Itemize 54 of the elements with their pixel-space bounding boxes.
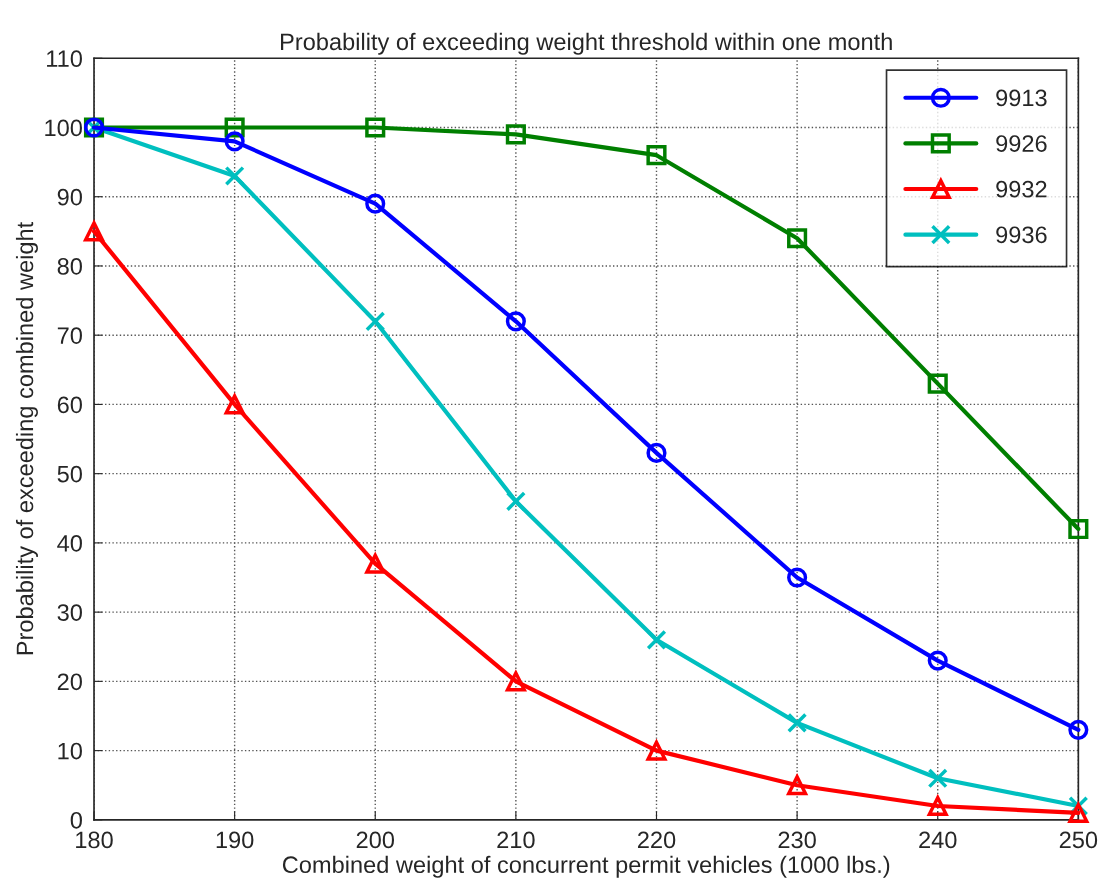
point [505, 671, 526, 692]
point [365, 117, 386, 138]
legend-label: 9926 [996, 135, 1047, 152]
point [646, 145, 667, 166]
x-tick-label: 250 [1059, 831, 1098, 849]
point [505, 124, 526, 145]
point [787, 567, 808, 588]
y-tick-label: 20 [57, 673, 82, 691]
point [1068, 518, 1089, 540]
point [505, 311, 526, 332]
y-tick-label: 40 [57, 534, 82, 552]
y-tick-label: 0 [70, 811, 82, 829]
y-tick-label: 10 [58, 742, 82, 760]
y-tick-label: 110 [47, 50, 82, 68]
x-tick-label: 200 [356, 831, 395, 849]
x-tick-label: 220 [637, 831, 676, 849]
x-tick-label: 240 [919, 831, 957, 849]
point [646, 629, 667, 650]
legend-label: 9932 [996, 180, 1047, 198]
point [1067, 800, 1090, 823]
y-tick-label: 100 [45, 119, 82, 137]
point [787, 712, 808, 733]
x-tick-label: 180 [76, 831, 113, 849]
x-tick-label: 210 [497, 831, 535, 849]
y-tick-label: 90 [57, 188, 82, 206]
point [787, 775, 808, 796]
point [364, 551, 386, 574]
y-tick-label: 70 [57, 327, 82, 344]
y-axis-title: Probability of exceeding combined weight [15, 221, 38, 655]
point [1068, 719, 1089, 740]
point [927, 795, 948, 817]
x-tick-label: 190 [216, 831, 254, 849]
point [645, 738, 668, 761]
point [927, 373, 948, 394]
point [927, 768, 948, 789]
point [787, 228, 808, 249]
point [365, 193, 386, 214]
y-tick-label: 60 [57, 396, 82, 414]
x-tick-label: 230 [778, 831, 816, 849]
point [365, 311, 386, 332]
x-axis-title: Combined weight of concurrent permit vehicles (1000 lbs.) [282, 855, 890, 878]
point [83, 221, 105, 242]
point [646, 442, 667, 463]
point [224, 165, 245, 187]
y-tick-label: 50 [57, 465, 82, 483]
chart-title: Probability of exceeding weight threshold within one month [281, 32, 892, 55]
point [505, 491, 526, 512]
legend-label: 9936 [996, 226, 1047, 244]
point [224, 131, 245, 152]
y-tick-label: 30 [57, 604, 82, 621]
point [927, 650, 948, 671]
y-tick-label: 80 [57, 258, 82, 275]
point [224, 394, 245, 415]
legend-label: 9913 [996, 89, 1047, 107]
